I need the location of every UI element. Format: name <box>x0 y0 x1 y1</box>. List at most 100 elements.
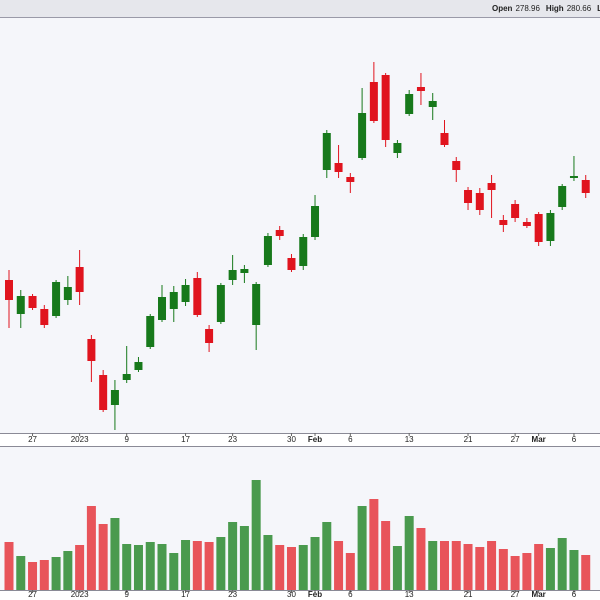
volume-bar <box>16 556 26 590</box>
x-tick-label: 30 <box>287 590 296 599</box>
volume-bar <box>381 521 391 590</box>
x-tick-label: 6 <box>348 435 353 444</box>
volume-bar <box>169 553 179 590</box>
candle-body <box>287 258 296 270</box>
header-bar <box>0 0 600 17</box>
price-panel <box>0 18 600 433</box>
x-tick-label: 2023 <box>71 435 89 444</box>
x-tick-label: 6 <box>572 435 577 444</box>
volume-bar <box>39 560 49 590</box>
volume-bar <box>522 553 532 590</box>
x-tick-label: 13 <box>405 590 414 599</box>
volume-bar <box>98 524 108 590</box>
candle-body <box>40 309 49 325</box>
x-tick-label: 6 <box>348 590 353 599</box>
volume-bar <box>369 499 379 590</box>
candle-body <box>110 390 119 405</box>
candle-body <box>322 133 331 170</box>
candle-body <box>216 285 225 322</box>
volume-bar <box>239 526 249 590</box>
volume-bar <box>463 544 473 590</box>
volume-bar <box>428 541 438 590</box>
volume-bar <box>392 546 402 590</box>
volume-bar <box>51 557 61 590</box>
volume-bar <box>216 537 226 590</box>
volume-bar <box>4 542 14 590</box>
candle-body <box>193 278 202 315</box>
x-tick-label: 21 <box>464 435 473 444</box>
candle-body <box>146 316 155 347</box>
candle-body <box>346 177 355 182</box>
candle-body <box>534 214 543 242</box>
x-tick-label: 9 <box>124 590 129 599</box>
candle-body <box>158 297 167 320</box>
volume-bar <box>334 541 344 590</box>
header-value: 278.96 <box>515 4 540 13</box>
candle-body <box>334 163 343 172</box>
volume-bar <box>251 480 261 590</box>
candle-body <box>428 101 437 107</box>
volume-bar <box>286 547 296 590</box>
x-tick-label: 23 <box>228 435 237 444</box>
header-label: High <box>545 4 564 13</box>
volume-bar <box>157 544 167 590</box>
candle-body <box>240 269 249 273</box>
candle-body <box>99 375 108 410</box>
x-tick-label: Mar <box>532 435 546 444</box>
volume-bar <box>569 550 579 590</box>
candle-body <box>581 180 590 193</box>
candle-body <box>440 133 449 145</box>
x-tick-label: Mar <box>532 590 546 599</box>
candle-body <box>405 94 414 114</box>
header-label: Open <box>492 4 513 13</box>
header-value: 280.66 <box>566 4 592 13</box>
x-tick-label: 27 <box>28 435 37 444</box>
x-tick-label: 17 <box>181 435 190 444</box>
volume-bar <box>263 535 273 590</box>
x-tick-label: 9 <box>124 435 129 444</box>
volume-bar <box>345 553 355 590</box>
volume-bar <box>181 540 191 590</box>
x-tick-label: 21 <box>464 590 473 599</box>
volume-bar <box>357 506 367 590</box>
volume-bar <box>310 537 320 590</box>
x-tick-label: 2023 <box>71 590 89 599</box>
candle-body <box>87 339 96 361</box>
candle-body <box>299 237 308 266</box>
candle-body <box>5 280 13 300</box>
volume-bar <box>133 545 143 590</box>
volume-bar <box>416 528 426 590</box>
x-tick-label: 13 <box>405 435 414 444</box>
x-tick-label: Feb <box>308 435 322 444</box>
candle-body <box>369 82 378 121</box>
candle-body <box>452 161 461 170</box>
volume-bar <box>557 538 567 590</box>
volume-bar <box>228 522 238 590</box>
candle-body <box>28 296 37 308</box>
x-tick-label: 6 <box>572 590 577 599</box>
volume-bar <box>534 544 544 590</box>
candle-body <box>511 204 520 218</box>
volume-bar <box>110 518 120 590</box>
candle-body <box>16 296 25 314</box>
header-label: Low <box>597 4 600 13</box>
volume-bar <box>451 541 461 590</box>
x-tick-label: 30 <box>287 435 296 444</box>
candle-body <box>358 113 367 158</box>
candle-body <box>228 270 237 280</box>
candle-body <box>558 186 567 207</box>
candle-body <box>546 213 555 241</box>
candle-body <box>63 287 72 300</box>
volume-bar <box>404 516 414 590</box>
candle-body <box>381 75 390 140</box>
candle-body <box>263 236 272 265</box>
x-tick-label: 23 <box>228 590 237 599</box>
candle-body <box>499 220 508 225</box>
candle-body <box>181 285 190 302</box>
candle-body <box>122 374 131 380</box>
candle-body <box>205 329 214 343</box>
candle-body <box>75 267 84 292</box>
volume-bar <box>545 548 555 590</box>
